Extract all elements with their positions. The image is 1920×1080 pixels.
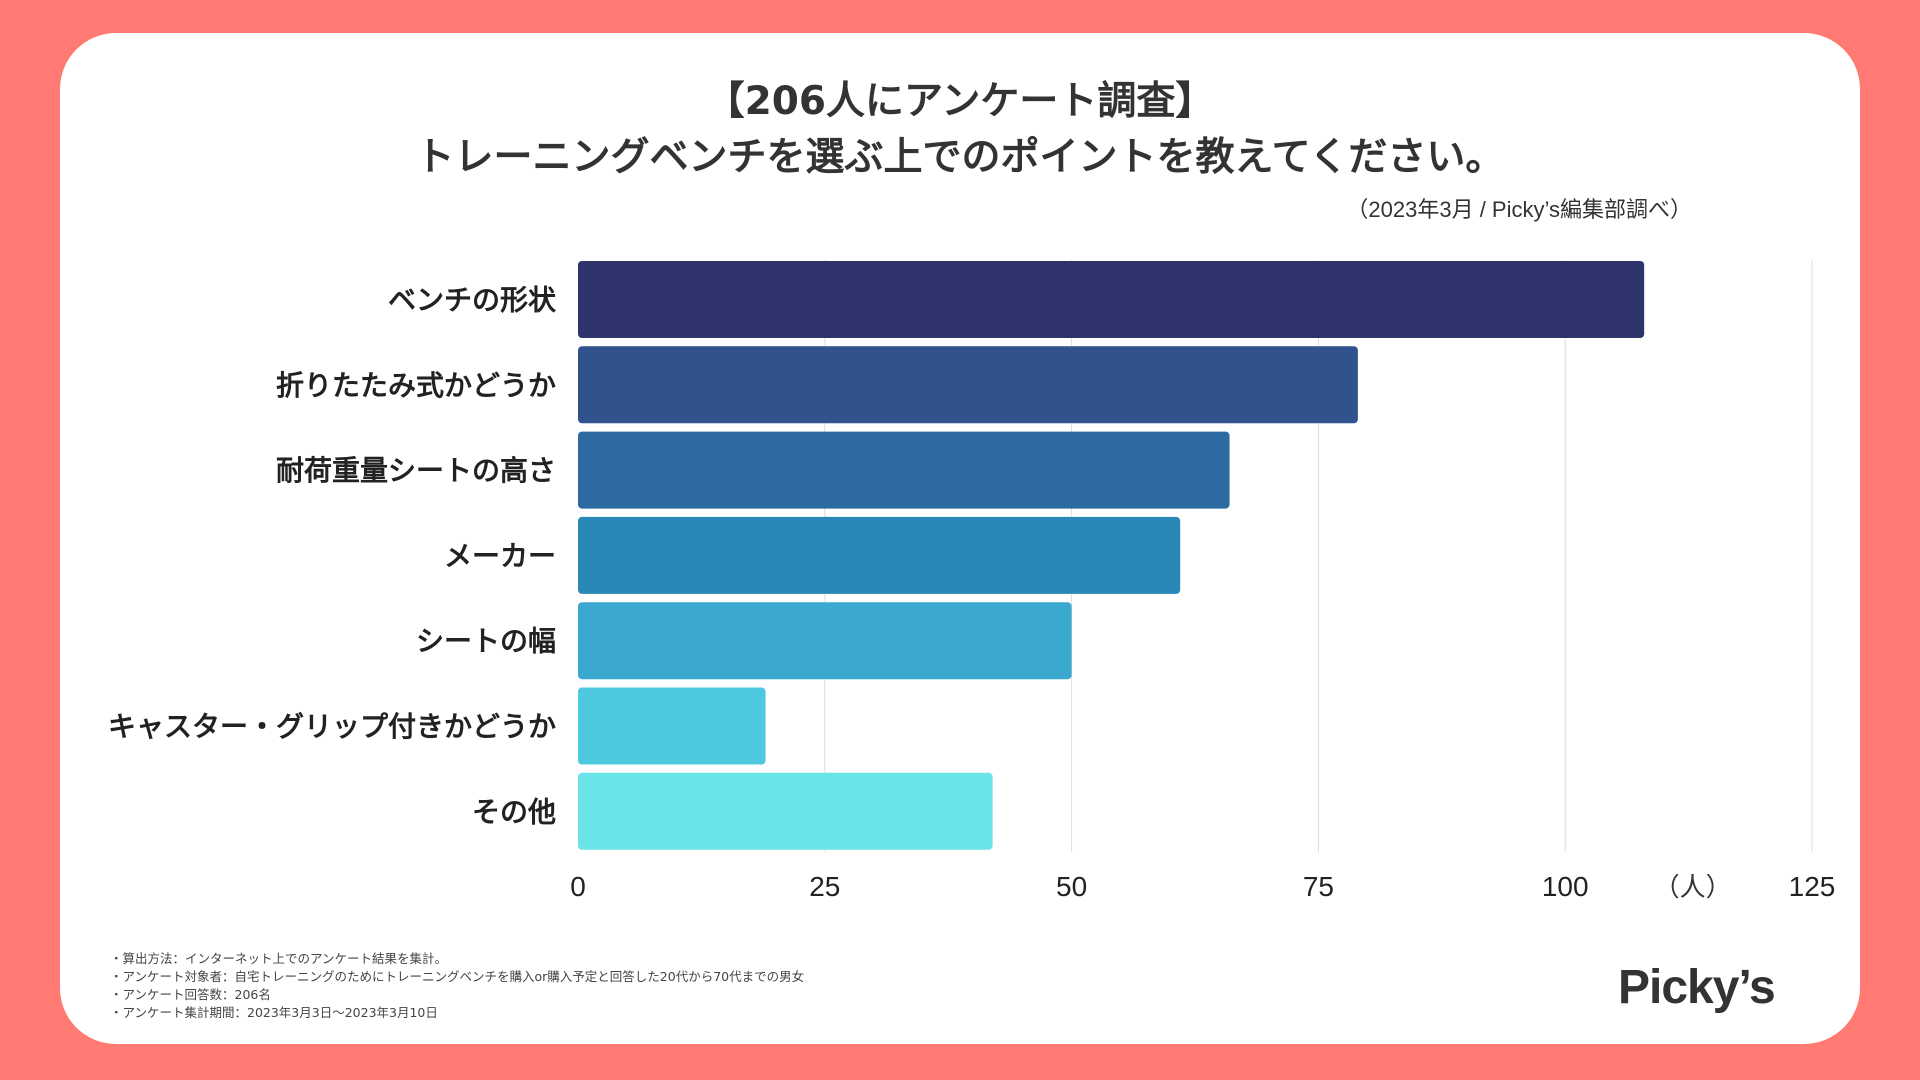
- note-target: ・アンケート対象者：自宅トレーニングのためにトレーニングベンチを購入or購入予定…: [110, 969, 805, 984]
- category-label: その他: [472, 795, 556, 828]
- note-count: ・アンケート回答数：206名: [110, 987, 271, 1002]
- note-period: ・アンケート集計期間：2023年3月3日〜2023年3月10日: [110, 1005, 438, 1020]
- x-tick-label: 50: [1056, 871, 1087, 902]
- category-label: 耐荷重量シートの高さ: [276, 454, 556, 487]
- category-label: 折りたたみ式かどうか: [276, 369, 556, 402]
- bar: [578, 772, 993, 850]
- bar: [578, 261, 1645, 338]
- x-tick-label: 25: [809, 871, 840, 902]
- x-tick-label: 100: [1542, 871, 1589, 902]
- survey-notes: ・算出方法：インターネット上でのアンケート結果を集計。 ・アンケート対象者：自宅…: [110, 950, 804, 1022]
- x-tick-label: 0: [570, 871, 586, 902]
- bar: [578, 687, 766, 765]
- category-label: キャスター・グリップ付きかどうか: [108, 710, 556, 743]
- bar: [578, 431, 1230, 509]
- category-label: シートの幅: [416, 625, 556, 658]
- category-label: メーカー: [444, 539, 556, 572]
- x-tick-label: 125: [1789, 871, 1836, 902]
- chart-title-line1: 【206人にアンケート調査】: [705, 79, 1215, 124]
- source-note: （2023年3月 / Picky’s編集部調べ）: [1346, 197, 1692, 222]
- bar: [578, 602, 1072, 680]
- bar: [578, 516, 1181, 594]
- bar: [578, 346, 1358, 424]
- x-tick-label: 75: [1303, 871, 1334, 902]
- chart-title-line2: トレーニングベンチを選ぶ上でのポイントを教えてください。: [415, 135, 1505, 180]
- note-method: ・算出方法：インターネット上でのアンケート結果を集計。: [110, 951, 448, 966]
- pickys-logo: Picky’s: [1618, 961, 1776, 1014]
- x-unit-label: （人）: [1654, 873, 1732, 903]
- category-label: ベンチの形状: [388, 284, 557, 317]
